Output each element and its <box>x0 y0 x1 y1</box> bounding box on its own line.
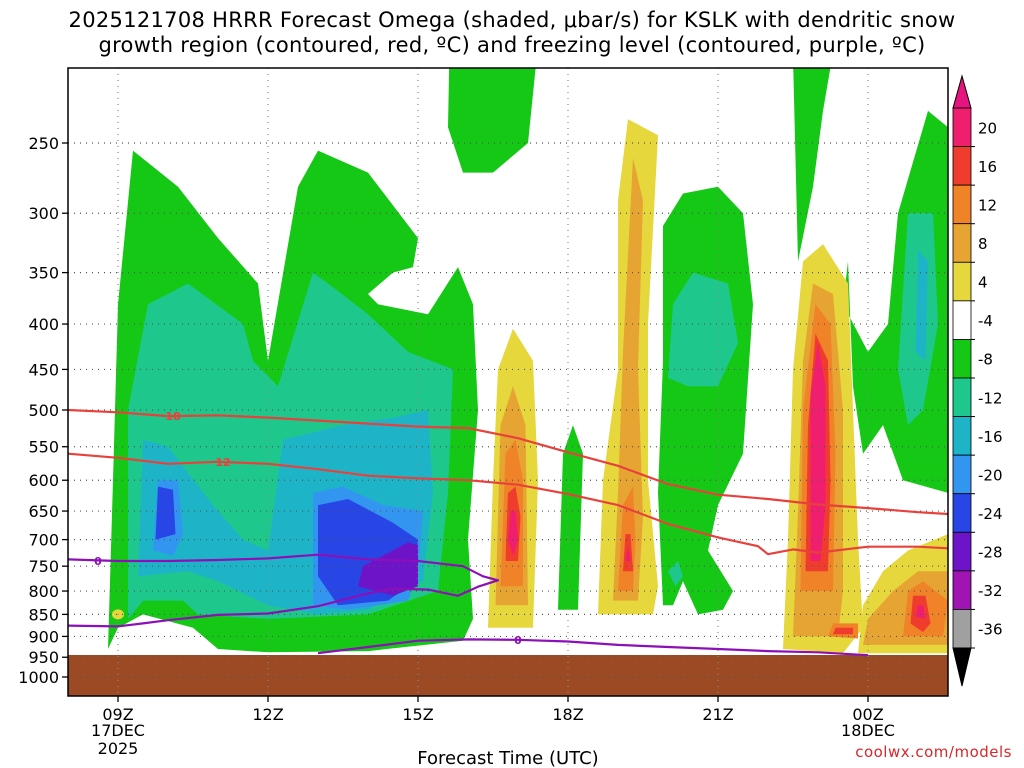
contour-line-dendritic-isotherm-0 <box>68 408 948 516</box>
plot-frame <box>67 67 949 697</box>
y-tick-label-250: 250 <box>28 134 59 153</box>
x-tick-label-09Z: 09Z <box>102 705 133 724</box>
colorbar-label--12: -12 <box>978 389 1003 407</box>
contour-line-freezing-level-upper-2 <box>68 553 500 628</box>
omega-shading <box>108 68 948 654</box>
colorbar-swatch--8 <box>952 339 972 379</box>
colorbar-label-12: 12 <box>978 196 997 214</box>
y-tick-label-600: 600 <box>28 471 59 490</box>
colorbar-swatch-16 <box>952 146 972 186</box>
colorbar-label-20: 20 <box>978 119 997 137</box>
colorbar-label-4: 4 <box>978 274 988 292</box>
y-tick-label-400: 400 <box>28 315 59 334</box>
colorbar-swatch--20 <box>952 454 972 495</box>
y-tick-label-900: 900 <box>28 627 59 646</box>
shade-minus8-18z <box>558 425 583 610</box>
x-tick-date-00Z: 18DEC <box>841 721 895 740</box>
x-tick-label-00Z: 00Z <box>852 705 883 724</box>
shade-plus8-19z <box>613 158 643 601</box>
shade-plus20-23z <box>810 342 826 561</box>
colorbar-swatch--12 <box>952 377 972 417</box>
colorbar: 20 16 12 8 4 -4 -8 -12 -16 -20 -24 -28 -32 -36 <box>952 74 1003 687</box>
y-tick-label-850: 850 <box>28 605 59 624</box>
y-tick-label-450: 450 <box>28 360 59 379</box>
x-tick-date-09Z: 17DEC <box>91 721 145 740</box>
chart-title-line-1: 2025121708 HRRR Forecast Omega (shaded, … <box>68 8 956 32</box>
credit-text: coolwx.com/models <box>855 743 1012 761</box>
colorbar-swatch--4 <box>952 300 972 340</box>
colorbar-label--32: -32 <box>978 582 1003 600</box>
shade-minus8-top-23z <box>793 68 831 262</box>
colorbar-swatch--24 <box>952 493 972 533</box>
colorbar-top-arrow <box>952 74 972 109</box>
colorbar-label-8: 8 <box>978 235 988 253</box>
y-tick-label-300: 300 <box>28 204 59 223</box>
contours: 18 12 0 0 <box>68 408 948 657</box>
colorbar-label--8: -8 <box>978 351 993 369</box>
shade-minus16-right <box>915 249 928 361</box>
x-tick-label-15Z: 15Z <box>402 705 433 724</box>
shade-plus20-19z <box>625 545 631 561</box>
contour-label-0: 18 <box>165 410 180 423</box>
y-tick-label-650: 650 <box>28 502 59 521</box>
colorbar-swatch-8 <box>952 223 972 263</box>
contour-line-dendritic-isotherm-1 <box>68 452 948 556</box>
colorbar-label--16: -16 <box>978 428 1003 446</box>
colorbar-label--20: -20 <box>978 466 1003 484</box>
shade-minus12-21z <box>668 272 738 387</box>
shade-minus12-21z-low <box>668 561 683 587</box>
contour-label-1: 12 <box>215 456 230 469</box>
axes: 250 300 350 400 450 500 550 600 650 700 750 800 850 9… <box>18 134 895 758</box>
chart-title-line-2: growth region (contoured, red, ºC) and f… <box>98 33 926 57</box>
colorbar-swatch--16 <box>952 416 972 456</box>
y-tick-label-550: 550 <box>28 438 59 457</box>
shade-plus20-17z <box>508 511 518 556</box>
colorbar-swatch-20 <box>952 107 972 147</box>
y-tick-label-350: 350 <box>28 264 59 283</box>
colorbar-label--28: -28 <box>978 544 1003 562</box>
shade-minus24-left <box>155 486 176 540</box>
ground-below-surface <box>68 655 948 696</box>
shade-minus8-top-15z <box>448 68 536 173</box>
contour-label-2: 0 <box>94 555 102 568</box>
shade-plus20-01z <box>915 605 926 619</box>
x-tick-label-18Z: 18Z <box>552 705 583 724</box>
contour-line-freezing-level-lower-3 <box>317 638 869 657</box>
colorbar-swatch--32 <box>952 570 972 610</box>
y-tick-label-750: 750 <box>28 557 59 576</box>
colorbar-label--4: -4 <box>978 312 993 330</box>
y-tick-label-1000: 1000 <box>18 668 59 687</box>
y-tick-label-500: 500 <box>28 401 59 420</box>
y-tick-label-700: 700 <box>28 531 59 550</box>
y-tick-label-800: 800 <box>28 582 59 601</box>
colorbar-label-16: 16 <box>978 158 997 176</box>
y-tick-label-950: 950 <box>28 648 59 667</box>
chart-title: 2025121708 HRRR Forecast Omega (shaded, … <box>0 8 1024 58</box>
x-tick-label-12Z: 12Z <box>252 705 283 724</box>
shade-minus28-main <box>358 542 418 596</box>
colorbar-swatch--36 <box>952 609 972 649</box>
colorbar-label--24: -24 <box>978 505 1003 523</box>
colorbar-swatch-4 <box>952 261 972 302</box>
colorbar-swatch-12 <box>952 184 972 225</box>
x-tick-label-21Z: 21Z <box>702 705 733 724</box>
x-axis-label: Forecast Time (UTC) <box>417 748 598 768</box>
colorbar-label--36: -36 <box>978 621 1003 639</box>
x-tick-year-09Z: 2025 <box>98 739 139 758</box>
colorbar-swatch--28 <box>952 531 972 572</box>
contour-label-3: 0 <box>514 634 522 647</box>
colorbar-bottom-arrow <box>952 647 972 687</box>
shade-plus16-00z-low <box>833 627 853 635</box>
